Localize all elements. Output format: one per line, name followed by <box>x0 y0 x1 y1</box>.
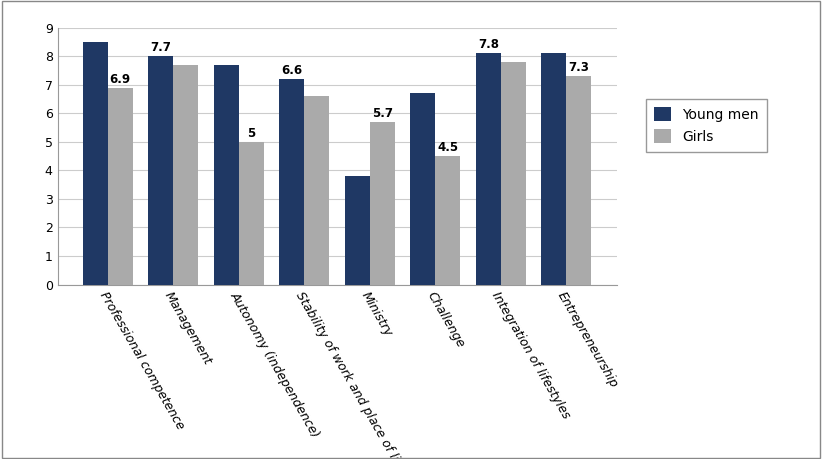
Bar <box>501 62 525 285</box>
Text: 7.7: 7.7 <box>150 41 171 54</box>
Bar <box>542 53 566 285</box>
Text: 5: 5 <box>247 127 256 140</box>
Text: 7.3: 7.3 <box>568 61 589 74</box>
Bar <box>214 65 239 285</box>
Bar <box>566 76 591 285</box>
Bar <box>149 56 173 285</box>
Legend: Young men, Girls: Young men, Girls <box>646 99 767 152</box>
Text: 5.7: 5.7 <box>372 107 393 120</box>
Bar <box>476 53 501 285</box>
Bar <box>279 79 304 285</box>
Bar <box>435 156 460 285</box>
Bar <box>370 122 395 285</box>
Bar <box>239 142 264 285</box>
Bar <box>173 65 198 285</box>
Bar <box>83 42 108 285</box>
Bar <box>410 93 435 285</box>
Text: 7.8: 7.8 <box>478 38 499 51</box>
Bar <box>108 88 132 285</box>
Bar <box>345 176 370 285</box>
Text: 4.5: 4.5 <box>437 141 458 154</box>
Text: 6.9: 6.9 <box>109 73 131 85</box>
Text: 6.6: 6.6 <box>281 64 302 77</box>
Bar <box>304 96 329 285</box>
